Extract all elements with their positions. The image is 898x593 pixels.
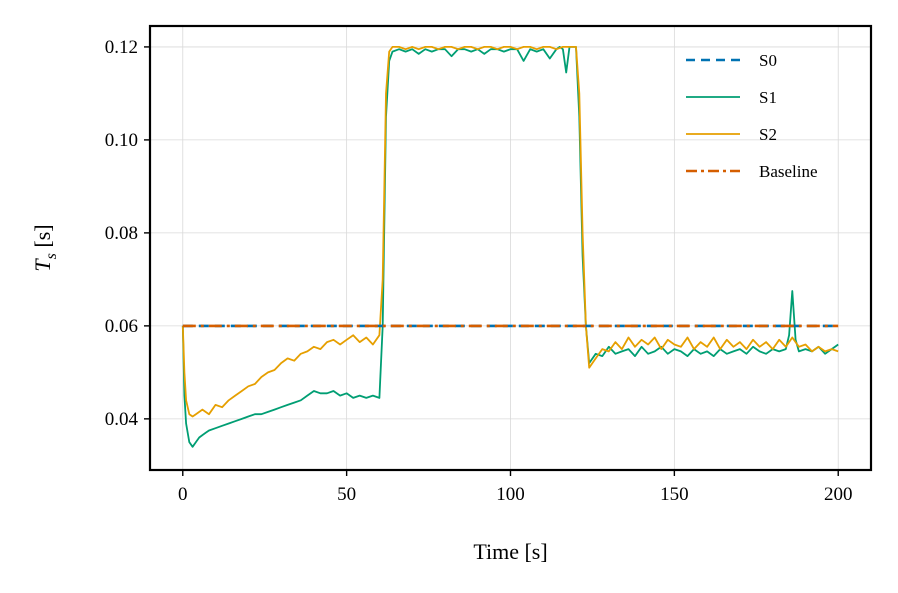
x-tick-label: 50 <box>337 484 356 505</box>
x-tick-label: 150 <box>660 484 689 505</box>
x-tick-label: 200 <box>824 484 853 505</box>
y-tick-label: 0.06 <box>105 316 138 337</box>
axis-ticks: 0 50 100 150 200 0.04 0.06 0.08 0.10 0.12 <box>105 37 853 505</box>
legend-label-baseline: Baseline <box>759 162 818 181</box>
legend: S0 S1 S2 Baseline <box>686 51 818 181</box>
legend-label-s2: S2 <box>759 125 777 144</box>
legend-label-s1: S1 <box>759 88 777 107</box>
x-tick-label: 100 <box>496 484 525 505</box>
y-tick-label: 0.10 <box>105 130 138 151</box>
y-tick-label: 0.08 <box>105 223 138 244</box>
x-tick-label: 0 <box>178 484 188 505</box>
legend-label-s0: S0 <box>759 51 777 70</box>
y-tick-label: 0.12 <box>105 37 138 58</box>
series-line-s1 <box>181 46 839 448</box>
series-line-s2 <box>181 46 839 418</box>
y-axis-label: Ts [s] <box>30 224 60 271</box>
y-tick-label: 0.04 <box>105 409 139 430</box>
x-axis-label: Time [s] <box>473 539 547 564</box>
series-lines <box>181 46 839 448</box>
